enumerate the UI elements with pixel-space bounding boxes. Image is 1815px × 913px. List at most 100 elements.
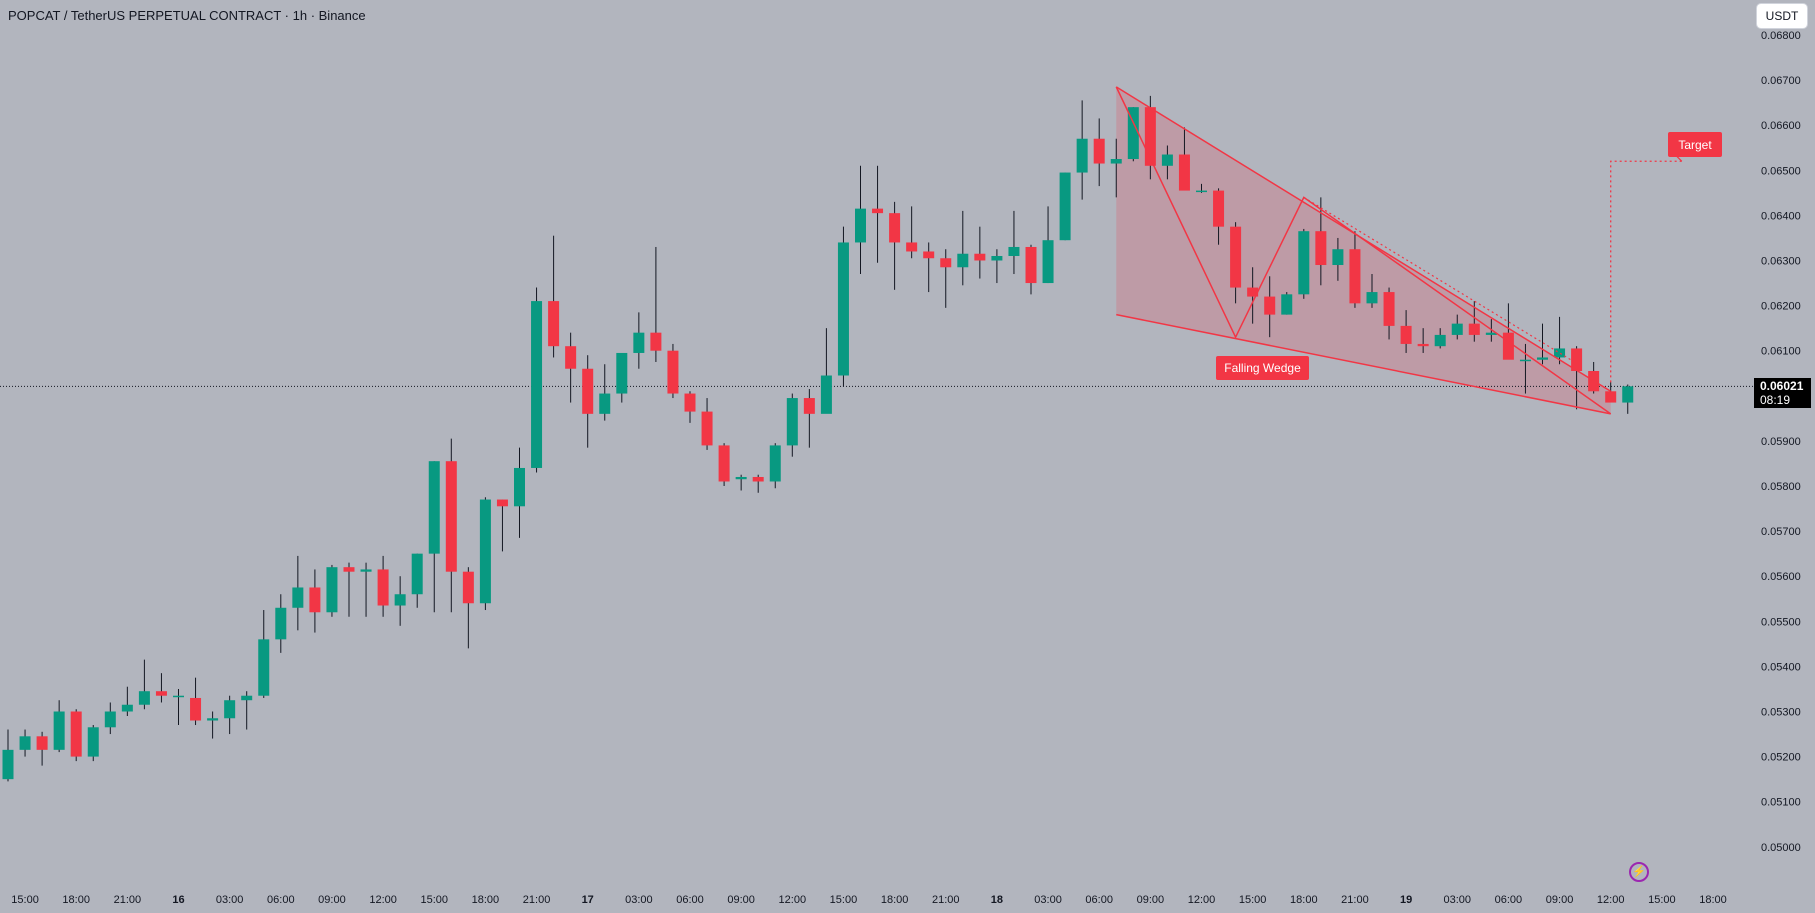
- y-tick-label: 0.05100: [1761, 797, 1801, 809]
- y-tick-label: 0.06500: [1761, 165, 1801, 177]
- candle-body: [87, 727, 99, 757]
- candle-body: [633, 332, 645, 353]
- y-tick-label: 0.06700: [1761, 75, 1801, 87]
- candle-body: [121, 704, 133, 712]
- target-path: [1610, 160, 1682, 383]
- candle-body: [1383, 292, 1395, 326]
- candle-body: [104, 711, 116, 728]
- candle-body: [36, 736, 48, 750]
- x-tick-label: 18:00: [62, 894, 90, 906]
- candle-body: [667, 350, 679, 394]
- candle-body: [428, 461, 440, 554]
- x-tick-label: 15:00: [1648, 894, 1676, 906]
- x-tick-label: 18:00: [1290, 894, 1318, 906]
- x-tick-label: 06:00: [267, 894, 295, 906]
- candle-body: [1230, 226, 1242, 288]
- x-tick-label: 19: [1400, 894, 1412, 906]
- x-tick-label: 21:00: [1341, 894, 1369, 906]
- candle-body: [173, 695, 184, 698]
- candle-body: [496, 499, 508, 507]
- candle-body: [190, 697, 202, 721]
- x-tick-label: 09:00: [318, 894, 346, 906]
- candle-body: [309, 587, 321, 613]
- x-tick-label: 15:00: [1239, 894, 1267, 906]
- candle-body: [1417, 343, 1429, 347]
- y-tick-label: 0.05900: [1761, 436, 1801, 448]
- candle-body: [1281, 294, 1293, 315]
- wedge-zigzag-line: [1115, 86, 1612, 415]
- candle-body: [1400, 325, 1412, 344]
- candle-body: [1451, 323, 1463, 335]
- candle-body: [1008, 246, 1020, 256]
- candle-body: [1537, 357, 1548, 360]
- candle-body: [258, 639, 270, 696]
- candle-body: [138, 691, 150, 705]
- x-tick-label: 09:00: [1137, 894, 1165, 906]
- x-tick-label: 03:00: [1034, 894, 1062, 906]
- x-tick-label: 12:00: [1597, 894, 1625, 906]
- x-tick-label: 06:00: [1495, 894, 1523, 906]
- x-tick-label: 09:00: [1546, 894, 1574, 906]
- currency-button[interactable]: USDT: [1757, 4, 1807, 28]
- candle-body: [531, 301, 543, 468]
- candle-body: [462, 571, 474, 604]
- candle-body: [1213, 190, 1225, 227]
- x-tick-label: 15:00: [420, 894, 448, 906]
- candle-body: [940, 258, 952, 268]
- candle-body: [650, 332, 662, 351]
- candle-body: [1485, 332, 1497, 335]
- candle-body: [207, 718, 219, 721]
- x-tick-label: 09:00: [727, 894, 755, 906]
- last-price-tag: 0.06021 08:19: [1754, 378, 1811, 408]
- y-tick-label: 0.05500: [1761, 616, 1801, 628]
- candle-body: [1298, 231, 1310, 295]
- last-price-value: 0.06021: [1760, 379, 1804, 393]
- candle-body: [1554, 348, 1566, 358]
- y-tick-label: 0.05400: [1761, 661, 1801, 673]
- x-tick-label: 21:00: [932, 894, 960, 906]
- candle-body: [1434, 334, 1446, 347]
- candle-body: [343, 567, 355, 572]
- candle-body: [1144, 107, 1156, 166]
- candle-body: [701, 411, 713, 446]
- candle-body: [974, 253, 986, 261]
- candle-body: [1468, 323, 1480, 335]
- candle-body: [1093, 138, 1105, 164]
- candle-body: [769, 445, 781, 482]
- candle-body: [1519, 359, 1531, 362]
- falling-wedge-label[interactable]: Falling Wedge: [1216, 356, 1309, 380]
- y-tick-label: 0.06200: [1761, 301, 1801, 313]
- x-tick-label: 18:00: [881, 894, 909, 906]
- candle-body: [1059, 172, 1071, 241]
- x-tick-label: 03:00: [216, 894, 244, 906]
- candle-body: [1025, 246, 1037, 284]
- candle-body: [1264, 296, 1276, 315]
- candle-body: [360, 569, 372, 572]
- candle-body: [514, 467, 525, 507]
- candle-body: [820, 375, 832, 414]
- target-label[interactable]: Target: [1668, 132, 1722, 157]
- x-tick-label: 21:00: [523, 894, 551, 906]
- candle-body: [889, 213, 901, 243]
- candle-body: [1247, 287, 1259, 297]
- candle-body: [275, 607, 287, 640]
- candle-body: [1605, 391, 1617, 403]
- x-tick-label: 06:00: [1085, 894, 1113, 906]
- y-tick-label: 0.06100: [1761, 346, 1801, 358]
- candle-body: [957, 253, 969, 268]
- lightning-bolt-icon[interactable]: ⚡: [1629, 862, 1649, 882]
- candle-body: [1196, 190, 1207, 193]
- y-tick-label: 0.05800: [1761, 481, 1801, 493]
- candle-body: [377, 569, 389, 606]
- wedge-inner-dotted-line: [1303, 196, 1572, 361]
- candle-body: [872, 208, 884, 214]
- x-tick-label: 15:00: [11, 894, 39, 906]
- candle-body: [582, 368, 594, 414]
- x-tick-label: 12:00: [779, 894, 807, 906]
- x-tick-label: 12:00: [1188, 894, 1216, 906]
- candle-body: [1127, 107, 1139, 160]
- candle-body: [906, 242, 918, 252]
- y-tick-label: 0.06800: [1761, 30, 1801, 42]
